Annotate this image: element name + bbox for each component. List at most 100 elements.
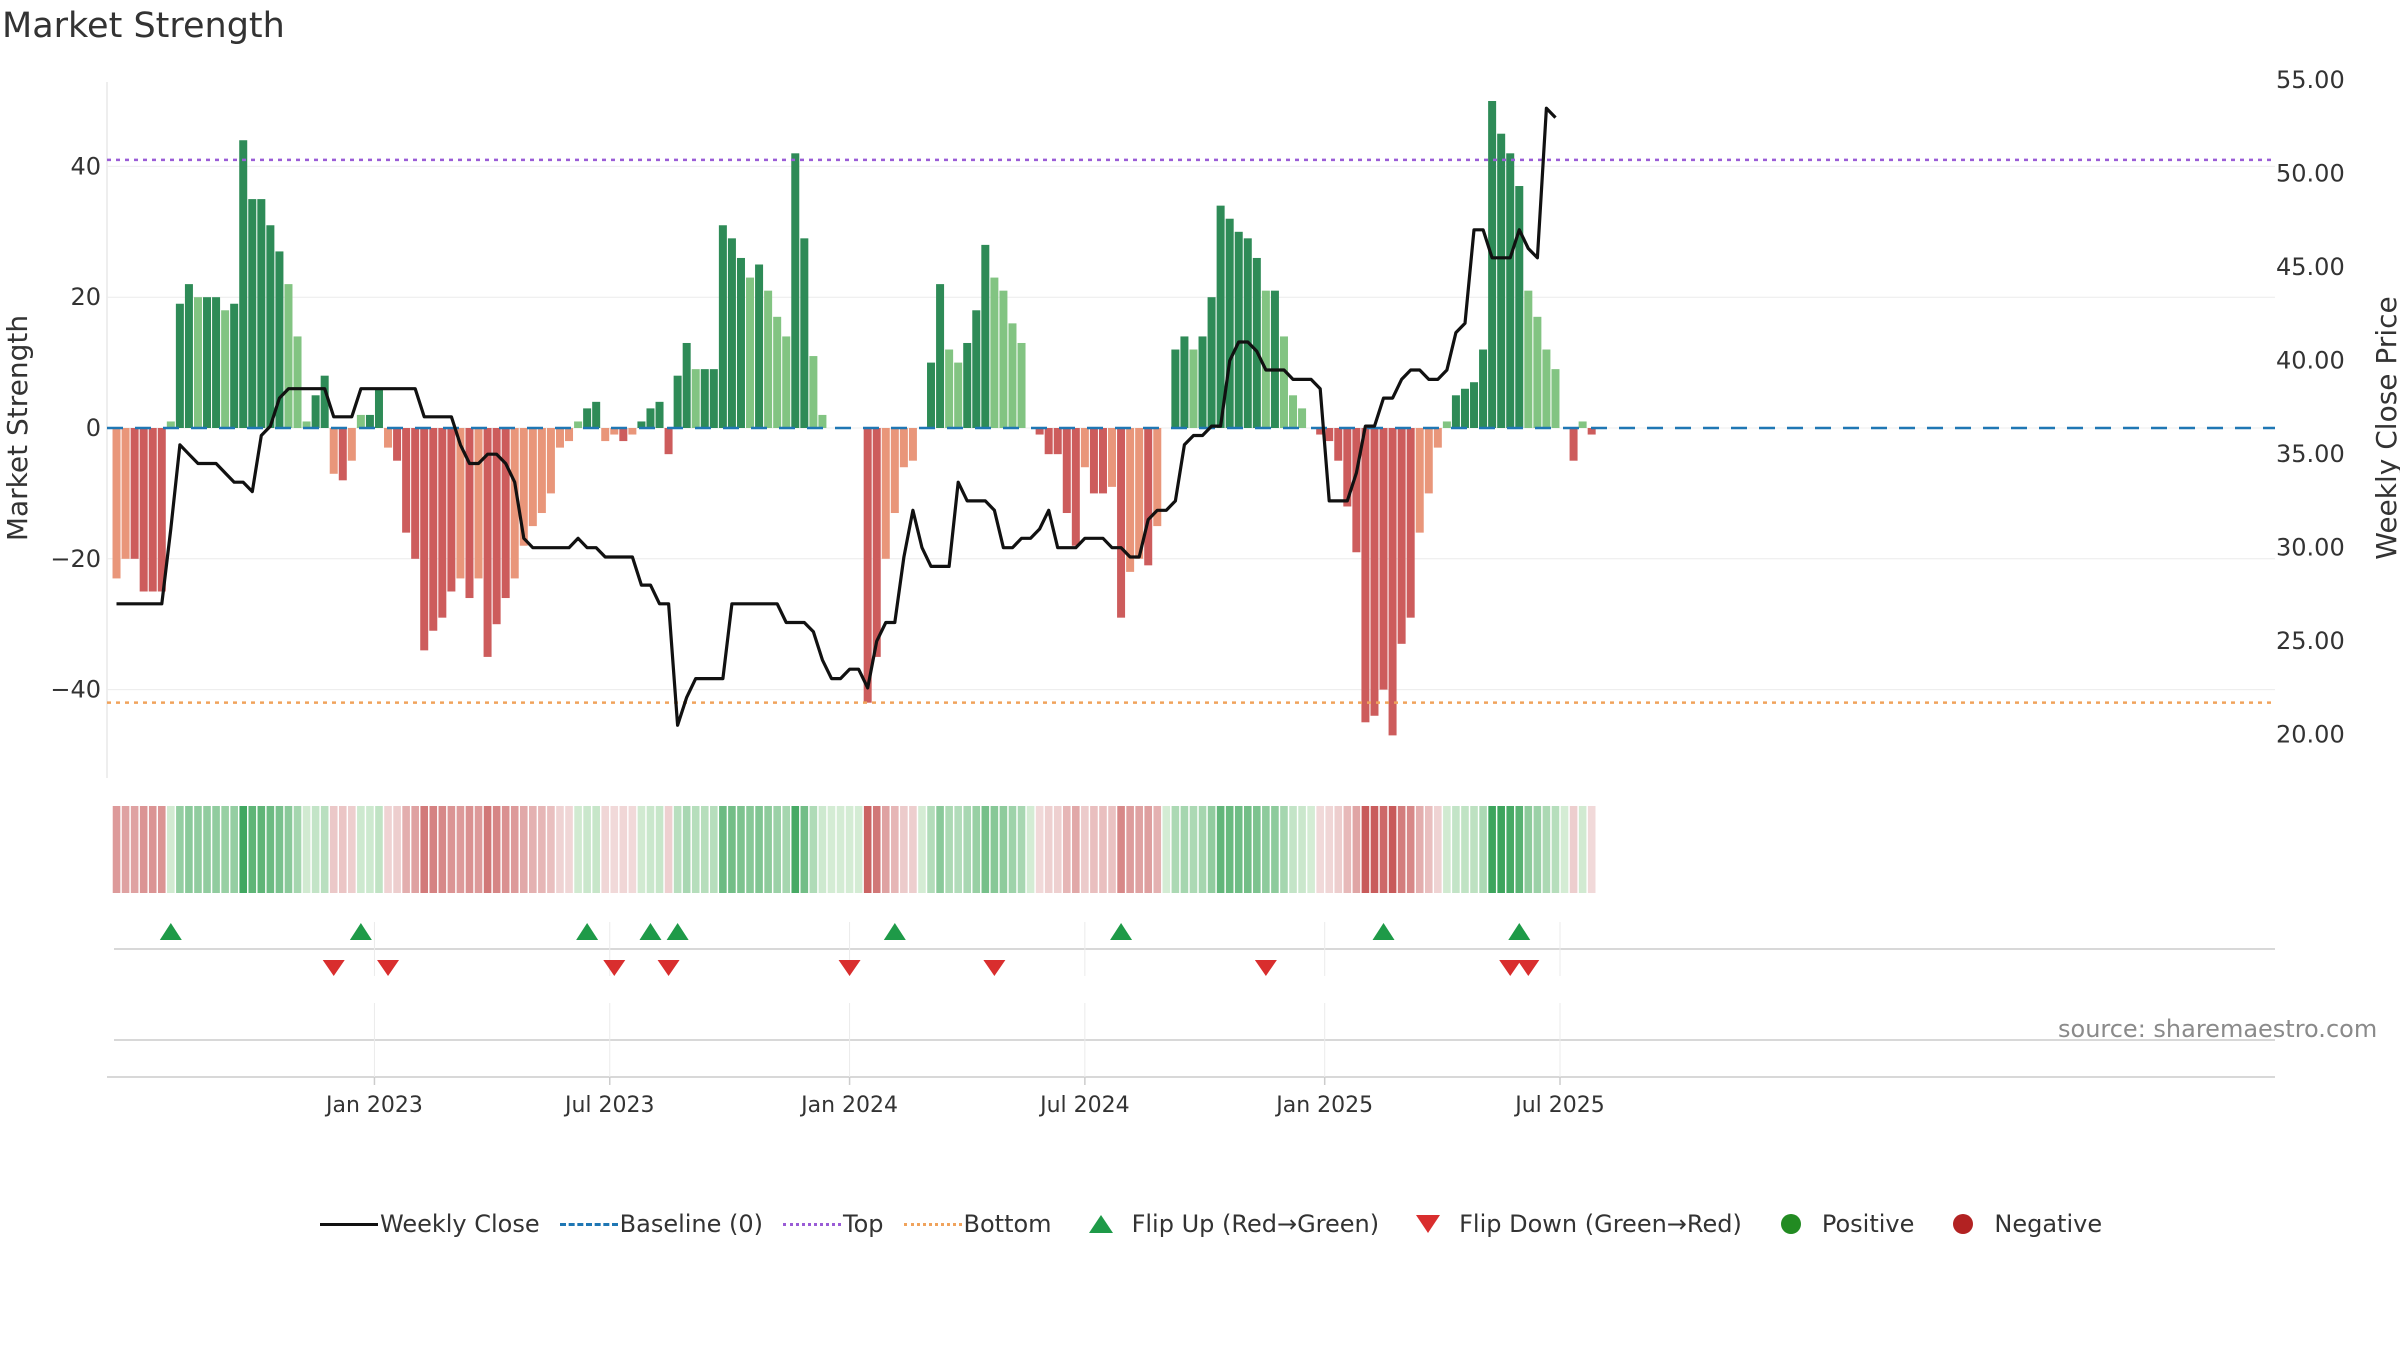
heat-cell <box>538 806 546 893</box>
heat-cell <box>1379 806 1388 893</box>
heat-cell <box>900 806 908 893</box>
heat-cell <box>221 806 229 893</box>
strength-bar <box>420 428 429 651</box>
heat-cell <box>1216 806 1225 893</box>
heat-cell <box>338 806 347 893</box>
heat-cell <box>302 806 311 893</box>
strength-bar <box>1017 342 1026 428</box>
heat-cell <box>483 806 492 893</box>
heat-cell <box>248 806 257 893</box>
strength-bar <box>112 428 121 579</box>
heat-cell <box>366 806 374 893</box>
heat-cell <box>891 806 899 893</box>
heat-cell <box>348 806 356 893</box>
heat-cell <box>954 806 962 893</box>
heat-cell <box>1569 806 1578 893</box>
strength-bar <box>248 199 257 428</box>
strength-bar <box>782 336 791 428</box>
legend-weekly-close: Weekly Close <box>318 1210 540 1238</box>
y2-tick-label: 35.00 <box>2276 440 2345 468</box>
strength-bar <box>474 428 483 579</box>
circle-icon <box>1953 1214 1974 1234</box>
legend-baseline: Baseline (0) <box>558 1210 763 1238</box>
heat-cell <box>1234 806 1243 893</box>
strength-bar <box>809 356 818 428</box>
heat-cell <box>773 806 781 893</box>
heat-cell <box>320 806 329 893</box>
heat-cell <box>854 806 863 893</box>
heat-cell <box>1243 806 1252 893</box>
strength-bar <box>139 428 148 592</box>
strength-bar <box>230 303 239 428</box>
heat-cell <box>447 806 456 893</box>
heat-cell <box>556 806 564 893</box>
strength-bar <box>555 428 564 448</box>
heat-cell <box>972 806 981 893</box>
heat-cell <box>275 806 284 893</box>
strength-bar <box>356 414 365 428</box>
strength-bar <box>1569 428 1578 461</box>
strength-bar <box>293 336 302 428</box>
strength-bar <box>1479 349 1488 428</box>
heat-cell <box>176 806 184 893</box>
heat-cell <box>1488 806 1496 893</box>
heat-cell <box>990 806 999 893</box>
strength-bar <box>184 284 193 428</box>
strength-bar <box>1053 428 1062 455</box>
strength-bar <box>166 421 175 428</box>
flip-up-marker <box>666 923 689 940</box>
strength-bar <box>1071 428 1080 546</box>
strength-bar <box>1044 428 1053 455</box>
legend-bottom: Bottom <box>902 1210 1052 1238</box>
strength-bar <box>1325 428 1334 442</box>
strength-bar <box>1506 153 1515 428</box>
heat-cell <box>1162 806 1171 893</box>
heat-cell <box>456 806 465 893</box>
legend-dash-icon <box>559 1222 618 1226</box>
heat-cell <box>936 806 944 893</box>
y2-tick-label: 40.00 <box>2276 347 2345 375</box>
strength-bar <box>646 408 655 428</box>
strength-bar <box>1406 428 1415 618</box>
strength-bar <box>1153 428 1162 527</box>
strength-bar <box>1126 428 1135 572</box>
heat-cell <box>1026 806 1035 893</box>
heat-cell <box>592 806 600 893</box>
strength-bar <box>881 428 890 559</box>
strength-bar <box>121 428 130 559</box>
heat-cell <box>845 806 854 893</box>
strength-bar <box>899 428 908 468</box>
heat-cell <box>746 806 754 893</box>
strength-bar <box>411 428 420 559</box>
strength-bar <box>1080 428 1089 468</box>
heat-cell <box>121 806 130 893</box>
strength-bar <box>402 428 411 533</box>
legend-flip-down: Flip Down (Green→Red) <box>1397 1210 1742 1238</box>
heat-cell <box>682 806 691 893</box>
strength-bar <box>1352 428 1361 553</box>
y-tick-label: 20 <box>70 283 101 311</box>
strength-bar <box>1343 428 1352 507</box>
flip-down-marker <box>377 960 400 976</box>
heat-cell <box>800 806 809 893</box>
strength-bar <box>1144 428 1153 566</box>
heat-cell <box>203 806 211 893</box>
heat-cell <box>1424 806 1433 893</box>
heat-cell <box>167 806 175 893</box>
strength-bar <box>1243 238 1252 428</box>
heat-cell <box>1497 806 1505 893</box>
heat-cell <box>1144 806 1153 893</box>
flip-up-marker <box>576 923 599 940</box>
legend-dotted-line-icon <box>903 1222 962 1226</box>
heat-cell <box>755 806 763 893</box>
strength-bar <box>700 369 709 428</box>
heat-cell <box>981 806 990 893</box>
heat-cell <box>1280 806 1288 893</box>
heat-cell <box>1271 806 1279 893</box>
strength-bar <box>791 153 800 428</box>
strength-bar <box>1117 428 1126 618</box>
strength-bar <box>447 428 456 592</box>
heat-cell <box>1388 806 1397 893</box>
strength-bar <box>483 428 492 657</box>
strength-bar <box>945 349 954 428</box>
